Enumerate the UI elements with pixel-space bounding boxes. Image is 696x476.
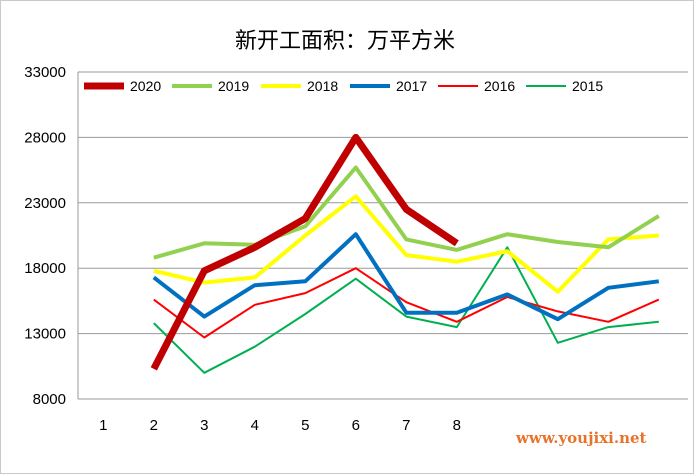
series-line-2017	[152, 232, 660, 322]
axes: 8000 13000 18000 23000 28000 33000 1 2 3 4 5 6 7 8	[24, 64, 461, 434]
x-tick-label: 7	[402, 417, 410, 434]
y-tick-label: 23000	[24, 195, 66, 212]
legend: 2020 2019 2018 2017 2016 2015	[84, 78, 603, 94]
chart-title: 新开工面积：万平方米	[235, 29, 455, 54]
series-lines	[150, 133, 660, 374]
watermark-text: www.youjixi.net	[515, 429, 647, 447]
series-line-2019	[153, 165, 660, 260]
legend-label-2020: 2020	[130, 78, 161, 94]
gridlines	[78, 71, 688, 400]
legend-label-2016: 2016	[484, 78, 515, 94]
legend-label-2015: 2015	[572, 78, 603, 94]
legend-label-2018: 2018	[307, 78, 338, 94]
y-tick-label: 13000	[24, 326, 66, 343]
legend-label-2019: 2019	[218, 78, 249, 94]
series-line-2020	[150, 133, 459, 371]
series-line-2018	[153, 194, 659, 294]
x-tick-label: 2	[150, 417, 158, 434]
y-tick-label: 28000	[24, 129, 66, 146]
y-tick-label: 33000	[24, 64, 66, 81]
series-line-2016	[153, 267, 660, 339]
x-tick-label: 4	[251, 417, 259, 434]
x-tick-label: 8	[453, 417, 461, 434]
y-tick-label: 18000	[24, 260, 66, 277]
x-tick-label: 3	[200, 417, 208, 434]
legend-label-2017: 2017	[396, 78, 427, 94]
series-line-2015	[153, 246, 659, 374]
y-tick-label: 8000	[33, 391, 66, 408]
x-tick-label: 6	[352, 417, 360, 434]
x-tick-label: 5	[301, 417, 309, 434]
x-tick-label: 1	[99, 417, 107, 434]
